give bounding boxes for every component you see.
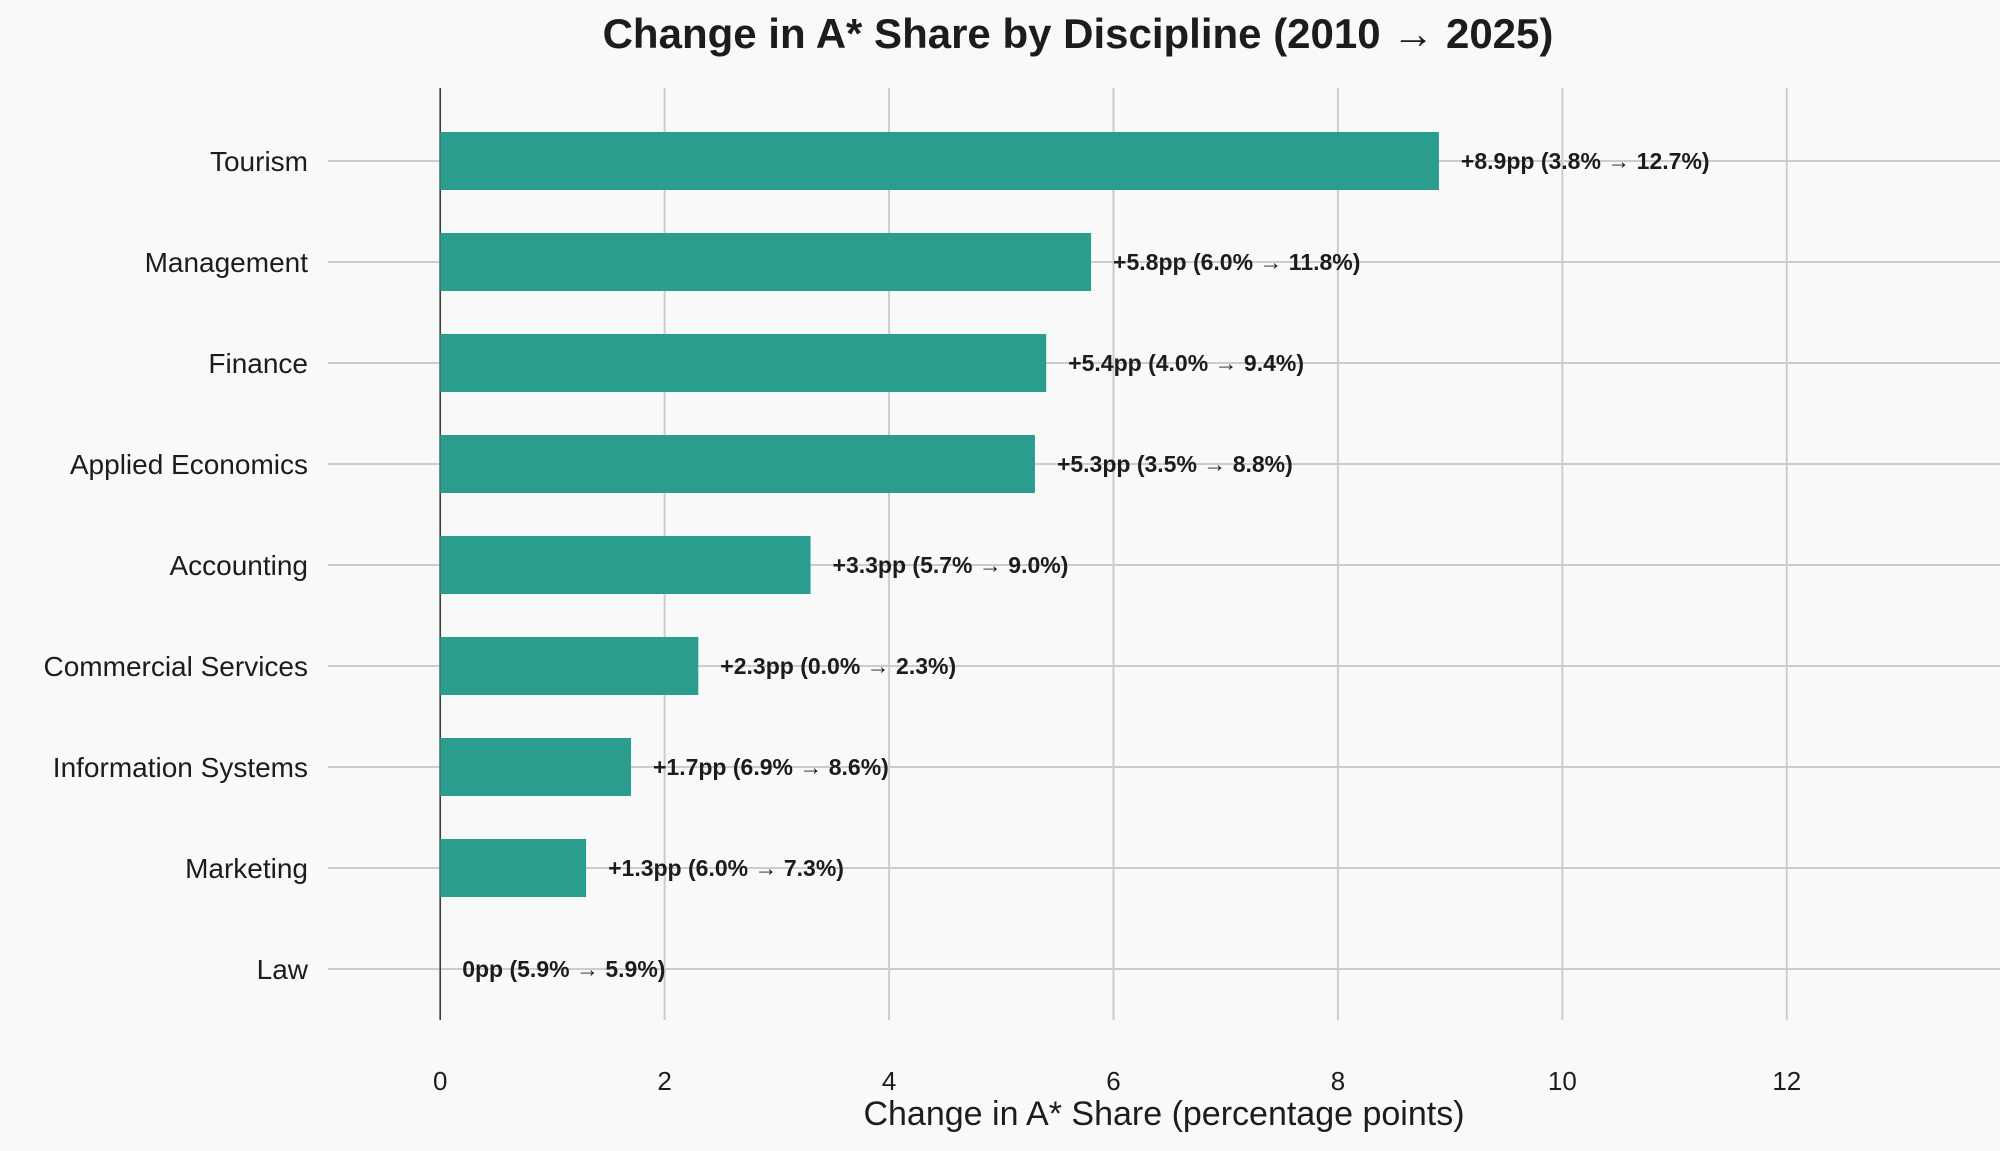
y-tick-label: Commercial Services <box>44 651 309 682</box>
data-label: +3.3pp (5.7% → 9.0%) <box>833 552 1069 578</box>
bar <box>440 536 811 594</box>
data-label: +1.3pp (6.0% → 7.3%) <box>608 855 844 881</box>
bar <box>440 839 587 897</box>
y-tick-label: Accounting <box>169 550 308 581</box>
bar <box>440 435 1035 493</box>
data-label: 0pp (5.9% → 5.9%) <box>462 956 665 982</box>
y-tick-label: Marketing <box>185 853 308 884</box>
x-tick-label: 10 <box>1548 1066 1577 1096</box>
bars-layer <box>440 132 1439 897</box>
bar <box>440 132 1439 190</box>
bar <box>440 233 1092 291</box>
x-axis-label: Change in A* Share (percentage points) <box>863 1095 1464 1133</box>
y-tick-label: Tourism <box>210 146 308 177</box>
y-tick-label: Information Systems <box>53 752 308 783</box>
data-label: +5.3pp (3.5% → 8.8%) <box>1057 451 1293 477</box>
bar <box>440 637 699 695</box>
data-label: +1.7pp (6.9% → 8.6%) <box>653 754 889 780</box>
y-tick-label: Management <box>145 247 309 278</box>
x-tick-label: 0 <box>433 1066 447 1096</box>
data-label: +2.3pp (0.0% → 2.3%) <box>720 653 956 679</box>
data-label: +5.4pp (4.0% → 9.4%) <box>1068 350 1304 376</box>
y-tick-label: Applied Economics <box>70 449 308 480</box>
y-tick-label: Finance <box>208 348 308 379</box>
bar <box>440 738 631 796</box>
data-label: +5.8pp (6.0% → 11.8%) <box>1113 249 1360 275</box>
data-label: +8.9pp (3.8% → 12.7%) <box>1461 148 1710 174</box>
x-tick-label: 8 <box>1331 1066 1345 1096</box>
chart-title: Change in A* Share by Discipline (2010 →… <box>603 10 1554 57</box>
x-tick-label: 12 <box>1772 1066 1801 1096</box>
x-tick-label: 2 <box>657 1066 671 1096</box>
y-tick-label: Law <box>257 954 309 985</box>
labels-layer: 0 2 4 6 8 10 12 Tourism Management Finance Applied… <box>44 146 1802 1096</box>
x-tick-label: 6 <box>1106 1066 1120 1096</box>
bar <box>440 334 1047 392</box>
x-tick-label: 4 <box>882 1066 896 1096</box>
